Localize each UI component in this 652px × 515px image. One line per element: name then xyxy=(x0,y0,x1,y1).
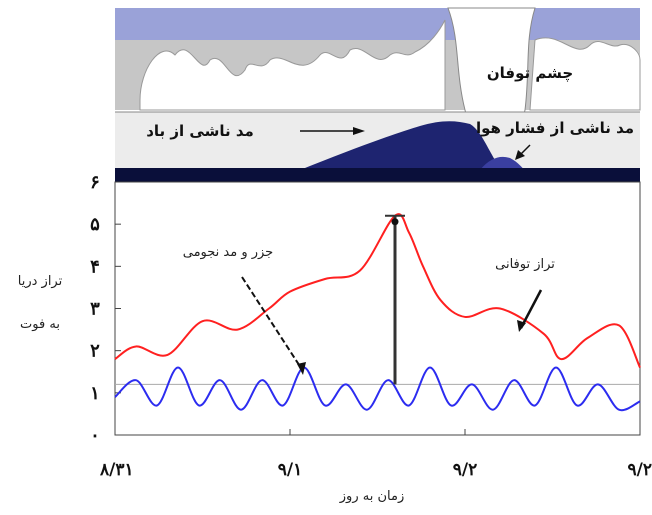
peak-dot xyxy=(391,218,399,226)
storm-schematic: چشم توفان مد ناشی از باد مد ناشی از فشار… xyxy=(115,7,641,183)
x-tick-label: ۹/۲ xyxy=(628,460,652,480)
storm-peak-marker xyxy=(385,214,405,385)
storm-tide-pointer xyxy=(517,289,543,332)
wind-surge-mound xyxy=(300,121,500,170)
eye-label: چشم توفان xyxy=(487,64,573,83)
astronomical-tide-label: جزر و مد نجومی xyxy=(183,245,273,260)
pressure-surge-label: مد ناشی از فشار هوا xyxy=(476,119,634,137)
sea-level-chart: ۰ ۱ ۲ ۳ ۴ ۵ ۶ ۸/۳۱ ۹/۱ ۹/۲ ۹/۲ تراز دریا به فوت ز… xyxy=(18,172,652,504)
astronomical-tide-line xyxy=(114,366,641,412)
y-tick-label: ۳ xyxy=(90,299,100,320)
y-axis-ticks: ۰ ۱ ۲ ۳ ۴ ۵ ۶ xyxy=(90,172,121,446)
x-axis-ticks: ۸/۳۱ ۹/۱ ۹/۲ ۹/۲ xyxy=(99,429,652,480)
y-tick-label: ۲ xyxy=(90,341,100,362)
storm-tide-line xyxy=(114,213,641,368)
y-tick-label: ۴ xyxy=(90,256,100,277)
sky-band xyxy=(115,8,640,40)
y-tick-label: ۰ xyxy=(90,425,100,446)
y-axis-title-line2: به فوت xyxy=(20,317,60,332)
series-layer xyxy=(114,213,641,412)
y-tick-label: ۱ xyxy=(90,383,100,404)
x-tick-label: ۹/۱ xyxy=(278,460,302,480)
pressure-surge-hump xyxy=(480,156,525,170)
x-tick-label: ۹/۲ xyxy=(453,460,477,480)
y-tick-label: ۶ xyxy=(90,172,100,193)
astronomical-tide-pointer xyxy=(241,276,306,375)
cloud-shapes-left xyxy=(139,19,446,111)
y-tick-label: ۵ xyxy=(90,214,100,235)
x-axis-title: زمان به روز xyxy=(339,489,404,504)
x-tick-label: ۸/۳۱ xyxy=(99,460,134,480)
pressure-arrow-head xyxy=(515,150,525,160)
y-axis-title-line1: تراز دریا xyxy=(18,274,63,289)
storm-tide-label: تراز توفانی xyxy=(495,257,555,272)
cloud-shapes-right xyxy=(529,37,641,111)
ocean-floor xyxy=(115,168,640,182)
wind-arrow-head xyxy=(353,127,365,135)
wind-surge-label: مد ناشی از باد xyxy=(146,122,254,140)
